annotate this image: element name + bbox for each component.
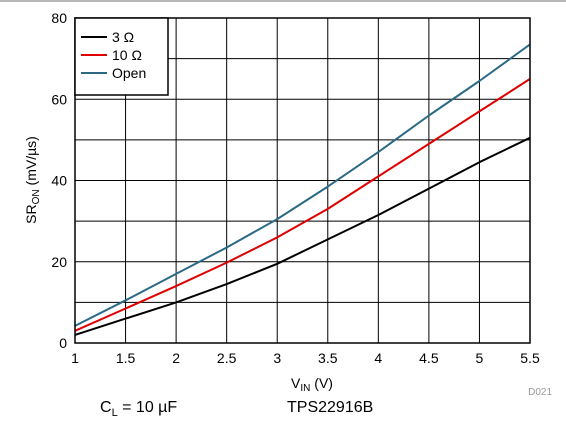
grid bbox=[75, 18, 530, 343]
tick-labels: 1 1.5 2 2.5 3 3.5 4 4.5 5 5.5 0 20 40 60 80 bbox=[51, 10, 540, 366]
legend: 3 Ω 10 Ω Open bbox=[74, 17, 169, 96]
y-tick-label: 20 bbox=[51, 254, 67, 270]
x-tick-label: 1.5 bbox=[116, 350, 136, 366]
series-line bbox=[74, 136, 531, 336]
series-layer bbox=[74, 43, 531, 336]
y-tick-label: 80 bbox=[51, 10, 67, 26]
series-line bbox=[74, 78, 531, 332]
x-tick-label: 2 bbox=[172, 350, 180, 366]
plot-frame bbox=[74, 17, 531, 344]
x-tick-label: 2.5 bbox=[217, 350, 237, 366]
x-tick-label: 4.5 bbox=[419, 350, 439, 366]
legend-label: 10 Ω bbox=[112, 47, 142, 63]
load-capacitance-note: CL = 10 µF bbox=[100, 399, 178, 420]
x-tick-label: 3.5 bbox=[318, 350, 338, 366]
legend-label: Open bbox=[112, 65, 146, 81]
x-tick-label: 4 bbox=[374, 350, 382, 366]
x-tick-label: 5 bbox=[476, 350, 484, 366]
x-axis-title-subscript: IN bbox=[300, 383, 310, 394]
y-tick-label: 0 bbox=[59, 335, 67, 351]
y-axis-title-subscript: ON bbox=[31, 189, 42, 204]
x-tick-label: 5.5 bbox=[520, 350, 540, 366]
x-tick-label: 1 bbox=[71, 350, 79, 366]
top-rule bbox=[0, 0, 566, 2]
legend-box bbox=[74, 17, 169, 96]
x-axis-title: VIN (V) bbox=[291, 375, 333, 394]
figure-id: D021 bbox=[528, 387, 552, 398]
y-axis-title: SRON (mV/µs) bbox=[23, 136, 42, 224]
load-capacitance-subscript: L bbox=[111, 407, 118, 420]
y-tick-label: 60 bbox=[51, 91, 67, 107]
device-name: TPS22916B bbox=[287, 399, 374, 416]
series-line bbox=[74, 43, 531, 327]
x-tick-label: 3 bbox=[273, 350, 281, 366]
y-tick-label: 40 bbox=[51, 173, 67, 189]
legend-label: 3 Ω bbox=[112, 29, 134, 45]
